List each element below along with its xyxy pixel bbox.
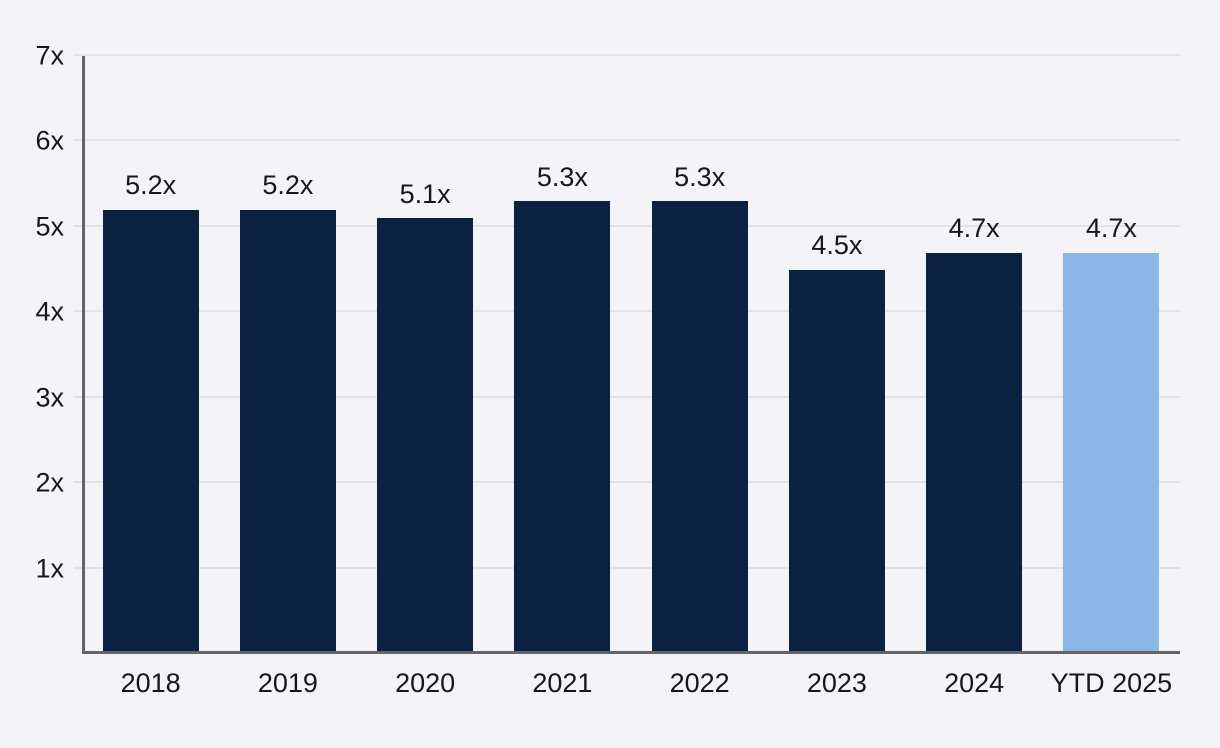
bar-2023 xyxy=(788,269,885,654)
bar-2022 xyxy=(651,201,748,654)
gridline-2x xyxy=(74,481,1180,484)
x-axis-line xyxy=(82,651,1180,654)
gridline-4x xyxy=(74,310,1180,313)
x-tick-label-ytd-2025: YTD 2025 xyxy=(1050,668,1173,698)
bar-2019 xyxy=(239,209,336,654)
bar-2018 xyxy=(102,209,199,654)
gridline-1x xyxy=(74,566,1180,569)
bar-ytd-2025 xyxy=(1063,252,1160,654)
bar-value-label-2023: 4.5x xyxy=(811,229,863,260)
x-tick-label-2019: 2019 xyxy=(257,668,318,698)
bar-2020 xyxy=(377,218,474,654)
gridline-5x xyxy=(74,224,1180,227)
bar-value-label-2020: 5.1x xyxy=(399,178,451,209)
gridline-7x xyxy=(74,54,1180,56)
x-tick-label-2023: 2023 xyxy=(806,668,867,698)
y-tick-label-7x: 7x xyxy=(35,40,64,71)
bar-value-label-2019: 5.2x xyxy=(262,170,314,201)
y-tick-label-3x: 3x xyxy=(35,382,64,413)
bar-2021 xyxy=(514,201,611,654)
gridline-6x xyxy=(74,139,1180,142)
bar-value-label-2021: 5.3x xyxy=(536,161,588,192)
y-tick-label-6x: 6x xyxy=(35,125,64,156)
bar-value-label-2018: 5.2x xyxy=(125,170,177,201)
x-tick-label-2024: 2024 xyxy=(944,668,1005,698)
plot-area: 5.2x 5.2x 5.1x 5.3x 5.3x 4.5x 4.7x 4.7x xyxy=(74,54,1180,654)
y-axis-tick-labels: 1x 2x 3x 4x 5x 6x 7x xyxy=(0,42,72,654)
y-tick-label-4x: 4x xyxy=(35,296,64,327)
bar-2024 xyxy=(926,252,1023,654)
y-tick-label-2x: 2x xyxy=(35,467,64,498)
y-axis-line xyxy=(82,56,85,654)
bar-value-label-ytd-2025: 4.7x xyxy=(1085,212,1137,243)
x-axis-tick-labels: 2018 2019 2020 2021 2022 2023 2024 YTD 2025 xyxy=(82,665,1180,705)
x-tick-label-2020: 2020 xyxy=(395,668,456,698)
gridline-3x xyxy=(74,395,1180,398)
x-tick-label-2021: 2021 xyxy=(532,668,593,698)
y-tick-label-1x: 1x xyxy=(35,553,64,584)
bar-value-label-2024: 4.7x xyxy=(948,212,1000,243)
bar-value-label-2022: 5.3x xyxy=(674,161,726,192)
x-tick-label-2022: 2022 xyxy=(669,668,730,698)
x-tick-label-2018: 2018 xyxy=(120,668,181,698)
y-tick-label-5x: 5x xyxy=(35,211,64,242)
